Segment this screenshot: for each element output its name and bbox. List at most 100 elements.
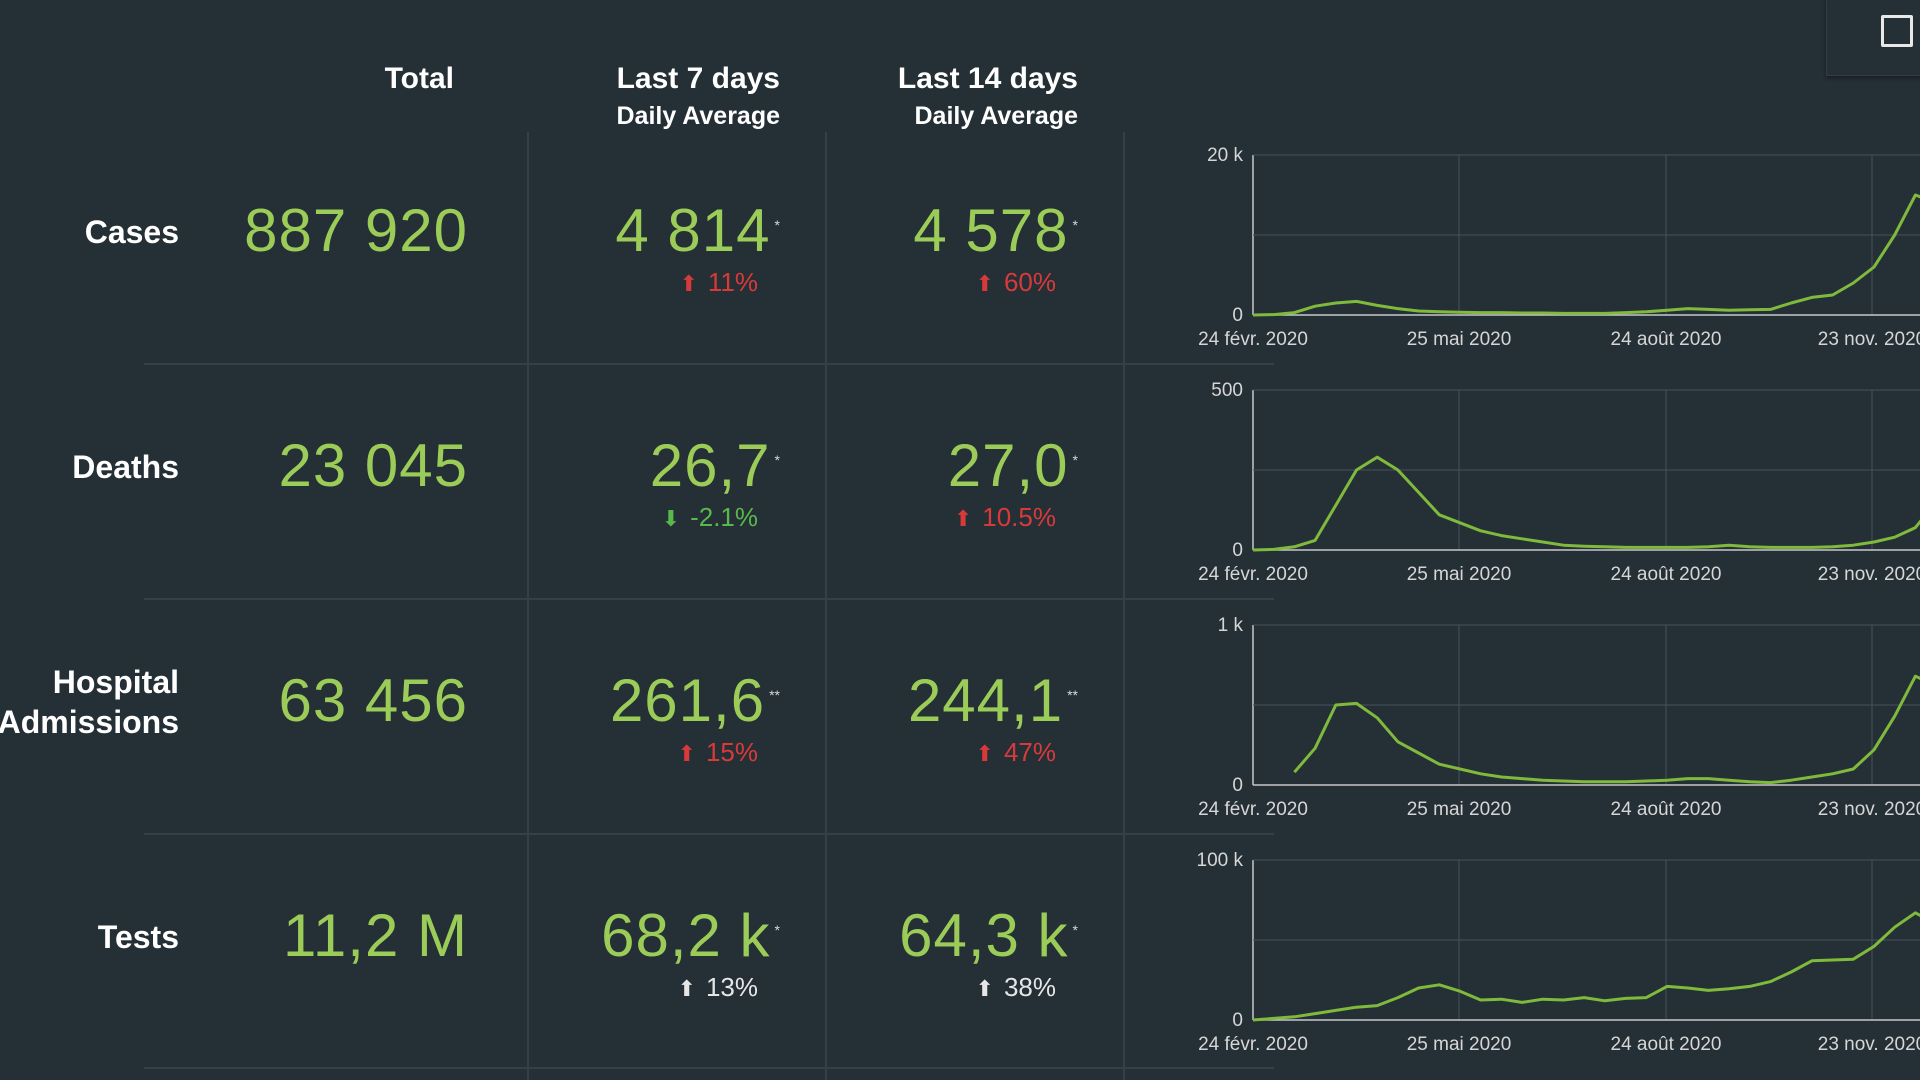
chart-svg: 0 1 k 24 févr. 2020 25 mai 2020 24 août 2020… [1198,615,1920,820]
last14-change-percent: 38% [1003,972,1056,1002]
last14-average-value: 64,3 k [899,902,1069,969]
x-tick-label: 25 mai 2020 [1407,799,1512,820]
y-tick-label: 0 [1232,305,1243,326]
last14-footnote-mark: * [1072,922,1078,938]
column-divider [527,132,529,1080]
total-value: 63 456 [278,667,468,734]
row-label: Hospital Admissions [0,662,179,742]
last7-change: ⬆ 15% [678,737,758,769]
total-value: 23 045 [278,432,468,499]
last7-average-value: 68,2 k [601,902,771,969]
arrow-up-icon: ⬆ [953,506,973,531]
arrow-up-icon: ⬆ [677,741,696,766]
y-tick-label: 500 [1211,380,1243,401]
row-label-line: Admissions [0,704,179,740]
last14-change: ⬆ 60% [976,267,1056,299]
last7-average-value: 26,7 [649,432,771,499]
last7-change-percent: 11% [707,267,758,297]
row-divider [144,598,1274,600]
y-tick-label: 20 k [1207,145,1243,166]
header-total-label: Total [384,62,454,95]
row-label: Deaths [72,447,179,487]
sparkline-chart: 0 20 k 24 févr. 2020 25 mai 2020 24 août 202… [1180,140,1920,365]
last14-average: 244,1 ** [908,666,1078,736]
sparkline-chart: 0 100 k 24 févr. 2020 25 mai 2020 24 août 20… [1180,845,1920,1070]
row-label-line: Cases [84,214,179,250]
header-last14-label: Last 14 days [897,62,1078,95]
arrow-up-icon: ⬆ [679,271,698,296]
chart-svg: 0 500 24 févr. 2020 25 mai 2020 24 août 2020… [1198,380,1920,585]
x-tick-label: 23 nov. 2020 [1818,564,1920,585]
last7-change-percent: -2.1% [690,502,758,532]
row-divider [144,833,1274,835]
last7-average: 261,6 ** [610,666,780,736]
column-divider [825,132,827,1080]
last14-average-value: 244,1 [907,667,1064,734]
x-tick-label: 24 févr. 2020 [1198,799,1308,820]
x-tick-label: 24 août 2020 [1611,1034,1722,1055]
row-label-line: Tests [97,919,179,955]
x-tick-label: 24 févr. 2020 [1198,564,1308,585]
row-divider [144,1067,1274,1069]
y-tick-label: 1 k [1218,615,1244,636]
x-tick-label: 23 nov. 2020 [1818,799,1920,820]
row-label-line: Deaths [72,449,179,485]
x-tick-label: 23 nov. 2020 [1818,329,1920,350]
chart-svg: 0 20 k 24 févr. 2020 25 mai 2020 24 août 202… [1198,145,1920,350]
x-tick-label: 24 févr. 2020 [1198,329,1308,350]
last7-change: ⬇ -2.1% [662,502,758,534]
last14-footnote-mark: * [1072,217,1078,233]
header-last7-label: Last 7 days [616,62,780,95]
row-label-line: Hospital [52,664,179,700]
x-tick-label: 23 nov. 2020 [1818,1034,1920,1055]
last14-average: 27,0 * [948,431,1078,501]
last7-average: 26,7 * [650,431,780,501]
x-tick-label: 25 mai 2020 [1407,1034,1512,1055]
x-tick-label: 24 févr. 2020 [1198,1034,1308,1055]
last7-change-percent: 13% [705,972,758,1002]
last7-average: 68,2 k * [601,901,780,971]
header-last14-sublabel: Daily Average [914,102,1078,130]
last7-change-percent: 15% [705,737,758,767]
last14-footnote-mark: * [1072,452,1078,468]
last14-average-value: 27,0 [947,432,1069,499]
last14-average-value: 4 578 [913,197,1069,264]
x-tick-label: 24 août 2020 [1611,564,1722,585]
last7-footnote-mark: * [774,217,780,233]
row-label: Cases [85,212,179,252]
last7-average: 4 814 * [615,196,780,266]
header-last14: Last 14 days Daily Average [898,60,1078,134]
last7-footnote-mark: * [774,922,780,938]
header-last7-sublabel: Daily Average [616,102,780,130]
last14-change-percent: 60% [1003,267,1056,297]
sparkline-chart: 0 500 24 févr. 2020 25 mai 2020 24 août 2020… [1180,375,1920,600]
header-total: Total [385,60,454,98]
x-tick-label: 25 mai 2020 [1407,329,1512,350]
last14-change: ⬆ 10.5% [954,502,1056,534]
y-tick-label: 0 [1232,540,1243,561]
chart-svg: 0 100 k 24 févr. 2020 25 mai 2020 24 août 20… [1197,850,1920,1055]
last14-footnote-mark: ** [1067,687,1078,703]
arrow-up-icon: ⬆ [677,976,696,1001]
arrow-up-icon: ⬆ [975,976,994,1001]
arrow-up-icon: ⬆ [975,271,994,296]
x-tick-label: 25 mai 2020 [1407,564,1512,585]
last14-change-percent: 10.5% [982,502,1056,532]
sparkline-chart: 0 1 k 24 févr. 2020 25 mai 2020 24 août 2020… [1180,610,1920,835]
series-line [1293,674,1920,785]
last7-average-value: 4 814 [615,197,771,264]
last7-change: ⬆ 11% [679,267,758,299]
arrow-up-icon: ⬆ [975,741,994,766]
fullscreen-icon [1881,15,1913,47]
last14-change: ⬆ 47% [976,737,1056,769]
y-tick-label: 0 [1232,1010,1243,1031]
fullscreen-button[interactable] [1826,0,1920,76]
last14-change: ⬆ 38% [976,972,1056,1004]
row-divider [144,363,1274,365]
x-tick-label: 24 août 2020 [1611,329,1722,350]
x-tick-label: 24 août 2020 [1611,799,1722,820]
last7-average-value: 261,6 [609,667,766,734]
last14-average: 4 578 * [913,196,1078,266]
y-tick-label: 100 k [1197,850,1244,871]
header-last7: Last 7 days Daily Average [616,60,780,134]
